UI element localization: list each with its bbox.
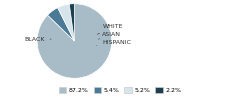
Legend: 87.2%, 5.4%, 5.2%, 2.2%: 87.2%, 5.4%, 5.2%, 2.2% <box>59 87 181 93</box>
Text: WHITE: WHITE <box>97 24 123 34</box>
Text: HISPANIC: HISPANIC <box>97 40 131 46</box>
Text: ASIAN: ASIAN <box>99 32 121 39</box>
Text: BLACK: BLACK <box>24 37 51 42</box>
Wedge shape <box>58 4 74 41</box>
Wedge shape <box>37 4 112 78</box>
Wedge shape <box>69 4 74 41</box>
Wedge shape <box>48 8 74 41</box>
